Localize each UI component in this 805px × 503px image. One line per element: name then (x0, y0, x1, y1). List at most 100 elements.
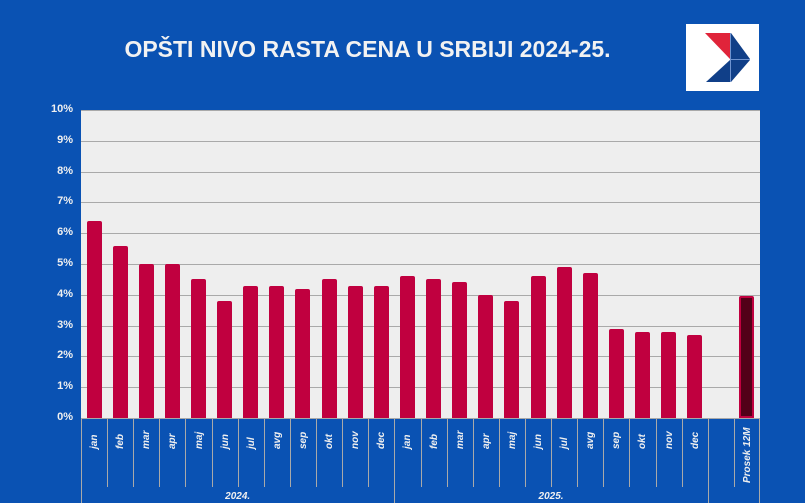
gridline (81, 202, 760, 204)
chart-title: OPŠTI NIVO RASTA CENA U SRBIJI 2024-25. (124, 36, 611, 62)
data-bar (452, 282, 468, 418)
x-category-cell: maj (498, 419, 526, 487)
gridline (81, 356, 760, 358)
x-tick-label: jun (219, 434, 231, 449)
x-tick-label: sep (611, 431, 623, 449)
data-bar (582, 273, 598, 418)
data-bar (661, 331, 677, 418)
y-tick-label: 0% (57, 411, 73, 423)
y-tick-label: 7% (57, 195, 73, 208)
data-bar (426, 279, 442, 418)
x-tick-label: dec (376, 431, 388, 449)
x-tick-label: avg (271, 431, 283, 449)
data-bar (86, 220, 102, 418)
x-category-cell: jun (211, 419, 239, 487)
x-tick-label: feb (115, 434, 127, 449)
gridline (81, 294, 760, 296)
gridline (81, 171, 760, 173)
x-tick-label: jan (402, 434, 414, 449)
x-category-cell: avg (577, 419, 604, 487)
x-tick-label: jun (533, 434, 544, 449)
x-tick-label: nov (663, 431, 675, 449)
x-category-cell: jul (237, 419, 265, 487)
data-bar (243, 285, 259, 418)
group-separator (81, 419, 82, 503)
x-category-cell: mar (446, 419, 474, 487)
x-category-cell: mar (133, 419, 160, 487)
chevron-logo-icon (686, 24, 759, 91)
gridline (81, 110, 760, 111)
x-tick-label: avg (585, 431, 597, 449)
x-category-cell: nov (655, 419, 683, 487)
average-bar (739, 295, 755, 418)
data-bar (373, 285, 389, 418)
x-tick-label: okt (324, 434, 336, 449)
x-tick-label: maj (193, 431, 205, 449)
data-bar (269, 285, 285, 418)
x-tick-label: okt (637, 434, 649, 449)
data-bar (504, 300, 520, 418)
x-category-cell: dec (681, 419, 709, 487)
data-bar (530, 276, 546, 418)
data-bar (478, 294, 494, 418)
year-group-label: 2024. (225, 491, 251, 502)
x-category-cell: jun (524, 419, 552, 487)
y-tick-label: 2% (57, 349, 73, 362)
x-axis: jan feb mar apr maj jun jul avg sep okt nov dec jan f… (81, 418, 760, 503)
plot-area (81, 110, 760, 418)
x-category-cell: jan (81, 419, 108, 487)
gridline (81, 325, 760, 327)
y-tick-label: 1% (57, 380, 73, 393)
data-bar (164, 264, 180, 418)
gridline (81, 264, 760, 265)
gridline (81, 140, 760, 142)
group-separator (759, 419, 760, 503)
x-category-cell: feb (107, 419, 134, 487)
data-bar (112, 245, 128, 418)
x-tick-label: Prosek 12M (741, 427, 753, 483)
x-tick-label: jan (89, 434, 101, 449)
x-tick-label: mar (454, 430, 466, 449)
x-category-cell: dec (368, 419, 395, 487)
x-tick-label: jul (245, 437, 257, 449)
x-tick-label: mar (141, 430, 153, 449)
gridline (81, 387, 760, 389)
x-category-cell: feb (420, 419, 448, 487)
x-category-cell: sep (289, 419, 317, 487)
group-separator (707, 419, 709, 503)
data-bar (295, 288, 311, 418)
x-category-cell: jul (551, 419, 578, 487)
data-bar (191, 279, 207, 418)
data-bar (138, 264, 154, 418)
x-tick-label: nov (350, 431, 362, 449)
x-category-cell: sep (603, 419, 630, 487)
x-category-cell: nov (342, 419, 369, 487)
data-bar (399, 276, 415, 418)
y-tick-label: 3% (57, 318, 73, 331)
x-tick-label: jul (559, 437, 571, 449)
y-tick-label: 8% (57, 164, 73, 177)
y-tick-label: 4% (57, 287, 73, 300)
x-category-cell: okt (316, 419, 343, 487)
x-category-cell: maj (185, 419, 212, 487)
x-tick-label: apr (167, 433, 179, 449)
y-tick-label: 10% (50, 103, 73, 115)
x-tick-label: apr (480, 433, 492, 449)
x-category-cell: avg (263, 419, 291, 487)
y-tick-label: 5% (57, 257, 73, 269)
x-tick-label: sep (297, 431, 309, 449)
x-tick-label: dec (689, 431, 701, 449)
data-bar (217, 300, 233, 418)
x-tick-label: feb (428, 434, 440, 449)
data-bar (687, 334, 703, 418)
x-category-cell: apr (472, 419, 500, 487)
x-category-cell: okt (629, 419, 656, 487)
x-category-cell: Prosek 12M (733, 419, 761, 487)
group-separator (394, 419, 396, 503)
data-bar (556, 267, 572, 418)
data-bar (608, 328, 624, 418)
y-tick-label: 9% (57, 133, 73, 146)
y-tick-label: 6% (57, 226, 73, 239)
year-group-label: 2025. (538, 491, 564, 502)
data-bar (321, 279, 337, 418)
